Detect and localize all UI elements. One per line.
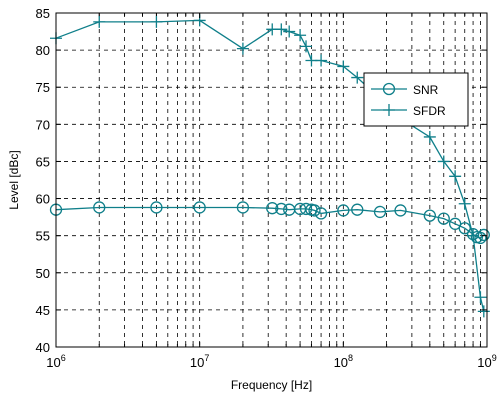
- sfdr-point: [236, 42, 249, 55]
- legend-sfdr-label: SFDR: [413, 104, 446, 118]
- sfdr-point: [150, 15, 163, 28]
- x-tick-label: 107: [190, 353, 209, 370]
- snr-point: [266, 202, 279, 215]
- snr-point: [458, 222, 471, 235]
- legend-snr-marker: [382, 82, 396, 96]
- y-tick-label: 60: [36, 192, 50, 207]
- snr-point: [314, 207, 328, 220]
- y-tick-label: 40: [36, 340, 50, 355]
- snr-point: [437, 212, 450, 225]
- series-layer: [49, 14, 490, 318]
- sfdr-point: [93, 15, 106, 28]
- y-tick-label: 50: [36, 266, 50, 281]
- legend-snr-label: SNR: [413, 83, 439, 97]
- sfdr-point: [283, 25, 296, 38]
- y-tick-label: 70: [36, 117, 50, 132]
- tick-labels: 40 45 50 55 60 65 70 75 80 85 106 107 108 109: [36, 6, 497, 370]
- plot-frame: [55, 12, 488, 348]
- x-tick-label: 108: [334, 353, 353, 370]
- sfdr-point: [474, 291, 487, 304]
- snr-point: [474, 231, 487, 245]
- snr-point: [337, 204, 350, 217]
- sfdr-point: [449, 170, 462, 183]
- sfdr-point: [337, 60, 350, 73]
- snr-point: [423, 209, 436, 222]
- sfdr-point: [351, 71, 364, 84]
- snr-point: [193, 201, 206, 214]
- snr-point: [299, 202, 313, 216]
- sfdr-point: [300, 40, 313, 53]
- y-axis-title: Level [dBc]: [7, 150, 21, 209]
- y-tick-label: 75: [36, 80, 50, 95]
- legend: SNR SFDR: [363, 72, 469, 127]
- y-tick-label: 65: [36, 154, 50, 169]
- x-tick-label: 109: [477, 353, 496, 370]
- sfdr-point: [275, 23, 288, 36]
- y-tick-label: 45: [36, 303, 50, 318]
- snr-point: [275, 202, 288, 216]
- snr-point: [394, 204, 407, 217]
- snr-point: [351, 203, 364, 216]
- snr-point: [308, 204, 321, 217]
- legend-sfdr-marker: [383, 104, 395, 116]
- y-tick-label: 55: [36, 229, 50, 244]
- snr-point: [373, 205, 387, 219]
- x-axis-title: Frequency [Hz]: [231, 378, 312, 392]
- x-tick-label: 106: [46, 353, 65, 370]
- y-tick-label: 85: [36, 6, 50, 21]
- snr-point: [477, 228, 490, 242]
- sfdr-point: [315, 54, 328, 67]
- sfdr-point: [423, 130, 436, 143]
- snr-point: [236, 201, 250, 214]
- sfdr-point: [437, 155, 450, 168]
- y-tick-label: 80: [36, 43, 50, 58]
- snr-point: [93, 201, 106, 214]
- sfdr-point: [294, 29, 307, 42]
- sfdr-point: [477, 305, 490, 318]
- snr-series-line: [55, 206, 485, 239]
- legend-box: [363, 72, 469, 127]
- plot-background: [56, 13, 487, 347]
- ticks: [56, 12, 487, 348]
- sfdr-point: [458, 197, 471, 210]
- sfdr-point: [467, 229, 480, 242]
- snr-point: [150, 201, 163, 214]
